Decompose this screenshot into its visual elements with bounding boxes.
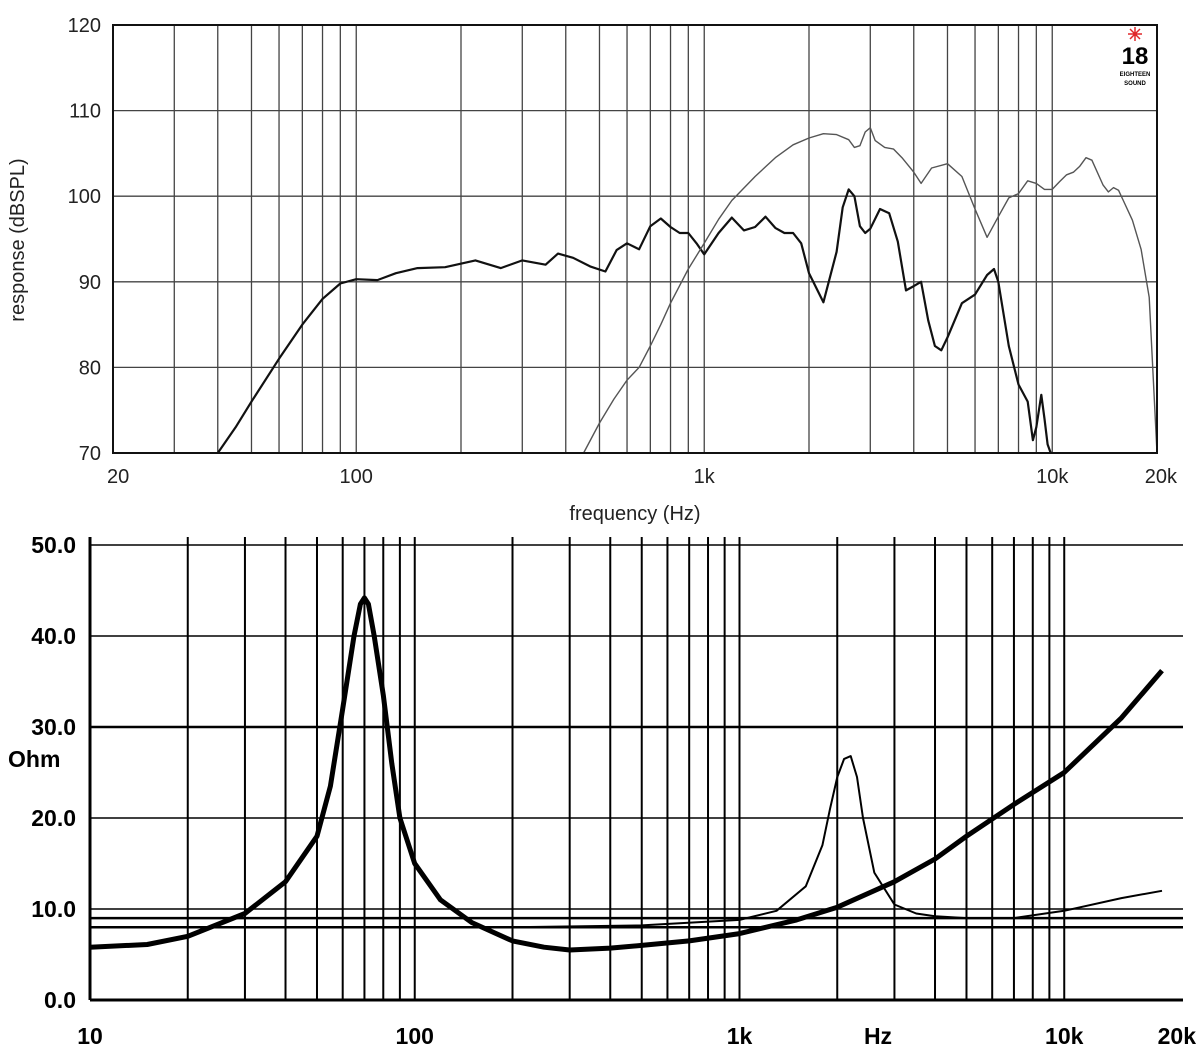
response-y-tick-label: 100 (68, 186, 101, 208)
impedance-y-tick-labels: 0.0 10.0 20.0 30.0 40.0 50.0 (31, 532, 76, 1013)
impedance-chart: 0.0 10.0 20.0 30.0 40.0 50.0 10 100 1k 10k 20k Oh… (8, 532, 1196, 1049)
response-x-tick-label: 20k (1145, 466, 1178, 488)
logo-subtext-1: EIGHTEEN (1120, 72, 1151, 78)
logo-number: 18 (1122, 43, 1149, 70)
impedance-x-axis-label: Hz (864, 1023, 892, 1049)
impedance-x-tick-label: 10 (77, 1023, 103, 1049)
impedance-x-tick-label: 1k (727, 1023, 753, 1049)
impedance-x-tick-labels: 10 100 1k 10k 20k (77, 1023, 1196, 1049)
response-y-tick-labels: 70 80 90 100 110 120 (68, 15, 101, 465)
impedance-reference-lines (90, 725, 1183, 929)
response-y-tick-label: 90 (79, 272, 101, 294)
impedance-x-tick-label: 100 (396, 1023, 434, 1049)
response-series (216, 126, 1158, 454)
logo-star-icon (1128, 27, 1142, 41)
response-y-tick-label: 70 (79, 443, 101, 465)
response-y-tick-label: 110 (69, 101, 101, 123)
response-x-tick-label: 100 (340, 466, 373, 488)
eighteen-sound-logo: 18 EIGHTEEN SOUND (1120, 27, 1151, 87)
response-chart: 70 80 90 100 110 120 20 100 1k 10k 20k frequency … (7, 15, 1178, 525)
impedance-grid (90, 537, 1183, 1000)
impedance-series-thick (89, 595, 1164, 953)
response-series-light (582, 126, 1158, 454)
response-x-tick-label: 10k (1036, 466, 1069, 488)
response-x-axis-label: frequency (Hz) (569, 503, 700, 525)
impedance-x-tick-label: 20k (1158, 1023, 1197, 1049)
response-x-tick-labels: 20 100 1k 10k 20k (107, 466, 1178, 488)
response-grid (113, 24, 1157, 454)
impedance-y-tick-label: 20.0 (31, 805, 76, 831)
impedance-y-axis-label: Ohm (8, 746, 60, 772)
response-y-axis-label: response (dBSPL) (7, 158, 29, 321)
impedance-y-tick-label: 10.0 (31, 896, 76, 922)
response-x-tick-label: 1k (694, 466, 716, 488)
impedance-y-tick-label: 30.0 (31, 714, 76, 740)
impedance-series (89, 595, 1164, 953)
response-y-tick-label: 80 (79, 357, 101, 379)
impedance-y-tick-label: 50.0 (31, 532, 76, 558)
response-x-tick-label: 20 (107, 466, 129, 488)
impedance-y-tick-label: 40.0 (31, 623, 76, 649)
impedance-y-tick-label: 0.0 (44, 987, 76, 1013)
impedance-series-thin (90, 755, 1163, 929)
logo-subtext-2: SOUND (1124, 81, 1146, 87)
response-series-dark (216, 188, 1052, 454)
response-plot-frame (112, 24, 1158, 454)
impedance-x-tick-label: 10k (1045, 1023, 1084, 1049)
response-y-tick-label: 120 (68, 15, 101, 37)
